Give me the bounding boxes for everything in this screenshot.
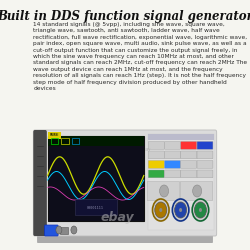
FancyBboxPatch shape xyxy=(181,151,197,159)
Circle shape xyxy=(56,226,62,234)
FancyBboxPatch shape xyxy=(148,151,164,159)
Circle shape xyxy=(179,208,182,212)
FancyBboxPatch shape xyxy=(148,142,164,149)
Text: FNIRSI: FNIRSI xyxy=(50,134,59,138)
FancyBboxPatch shape xyxy=(197,170,213,178)
FancyBboxPatch shape xyxy=(164,170,180,178)
FancyBboxPatch shape xyxy=(197,151,213,159)
FancyBboxPatch shape xyxy=(37,233,213,243)
Circle shape xyxy=(155,202,167,218)
FancyBboxPatch shape xyxy=(197,142,213,149)
Bar xyxy=(72,138,79,144)
Text: 00001111: 00001111 xyxy=(87,206,104,210)
Circle shape xyxy=(159,208,162,212)
FancyBboxPatch shape xyxy=(181,160,197,168)
Circle shape xyxy=(71,226,77,234)
Bar xyxy=(50,138,58,144)
FancyBboxPatch shape xyxy=(164,160,180,168)
Bar xyxy=(48,136,144,146)
FancyBboxPatch shape xyxy=(181,142,197,149)
FancyBboxPatch shape xyxy=(180,182,213,201)
Circle shape xyxy=(193,185,202,197)
Circle shape xyxy=(194,202,206,218)
FancyBboxPatch shape xyxy=(148,160,164,168)
Text: Built in DDS function signal generator: Built in DDS function signal generator xyxy=(0,10,250,23)
FancyBboxPatch shape xyxy=(44,225,58,236)
FancyBboxPatch shape xyxy=(148,170,164,178)
Bar xyxy=(148,134,214,230)
FancyBboxPatch shape xyxy=(181,170,197,178)
Circle shape xyxy=(192,199,209,221)
Circle shape xyxy=(152,199,169,221)
Text: 4.8V: 4.8V xyxy=(145,148,152,152)
FancyBboxPatch shape xyxy=(147,182,180,201)
Circle shape xyxy=(172,199,189,221)
Circle shape xyxy=(199,208,202,212)
Bar xyxy=(35,132,45,234)
FancyBboxPatch shape xyxy=(164,142,180,149)
FancyBboxPatch shape xyxy=(33,130,47,236)
Bar xyxy=(48,132,61,139)
Bar xyxy=(48,136,144,221)
Circle shape xyxy=(160,185,168,197)
FancyBboxPatch shape xyxy=(33,130,217,236)
Bar xyxy=(74,199,117,215)
FancyBboxPatch shape xyxy=(164,151,180,159)
Circle shape xyxy=(174,202,186,218)
Text: ebay: ebay xyxy=(101,212,134,224)
Bar xyxy=(148,134,214,140)
Bar xyxy=(60,227,68,234)
FancyBboxPatch shape xyxy=(197,160,213,168)
Bar xyxy=(61,138,69,144)
Text: 14 standard signals (@ 5vpp), including sine wave, square wave, triangle wave, s: 14 standard signals (@ 5vpp), including … xyxy=(33,22,248,91)
